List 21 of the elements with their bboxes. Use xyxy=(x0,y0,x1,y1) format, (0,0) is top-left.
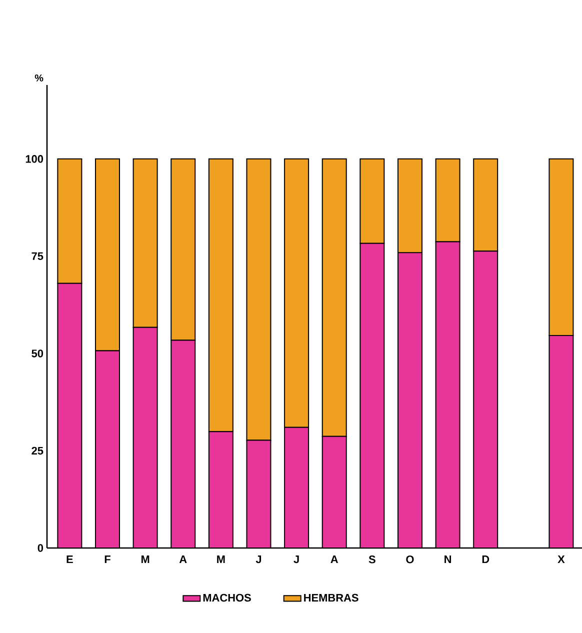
y-tick-label: 50 xyxy=(32,350,44,358)
x-tick-label: O xyxy=(406,556,414,564)
x-tick-label: S xyxy=(368,556,376,564)
y-tick-label: 100 xyxy=(26,155,44,163)
x-tick-label: J xyxy=(256,556,262,564)
y-axis-title: % xyxy=(34,74,44,82)
x-tick-label: X xyxy=(558,556,565,564)
x-tick-label: N xyxy=(444,556,451,564)
x-tick-label: E xyxy=(66,556,73,564)
x-tick-label: A xyxy=(330,556,338,564)
legend-label: HEMBRAS xyxy=(304,594,358,602)
x-tick-label: M xyxy=(217,556,225,564)
x-tick-label: A xyxy=(179,556,187,564)
y-tick-label: 25 xyxy=(32,446,44,455)
x-tick-label: M xyxy=(141,556,150,564)
x-tick-label: J xyxy=(294,556,299,564)
x-tick-label: F xyxy=(104,556,110,564)
legend-label: MACHOS xyxy=(203,594,251,602)
y-tick-label: 0 xyxy=(38,544,44,552)
y-tick-label: 75 xyxy=(32,252,44,260)
x-tick-label: D xyxy=(482,556,490,564)
